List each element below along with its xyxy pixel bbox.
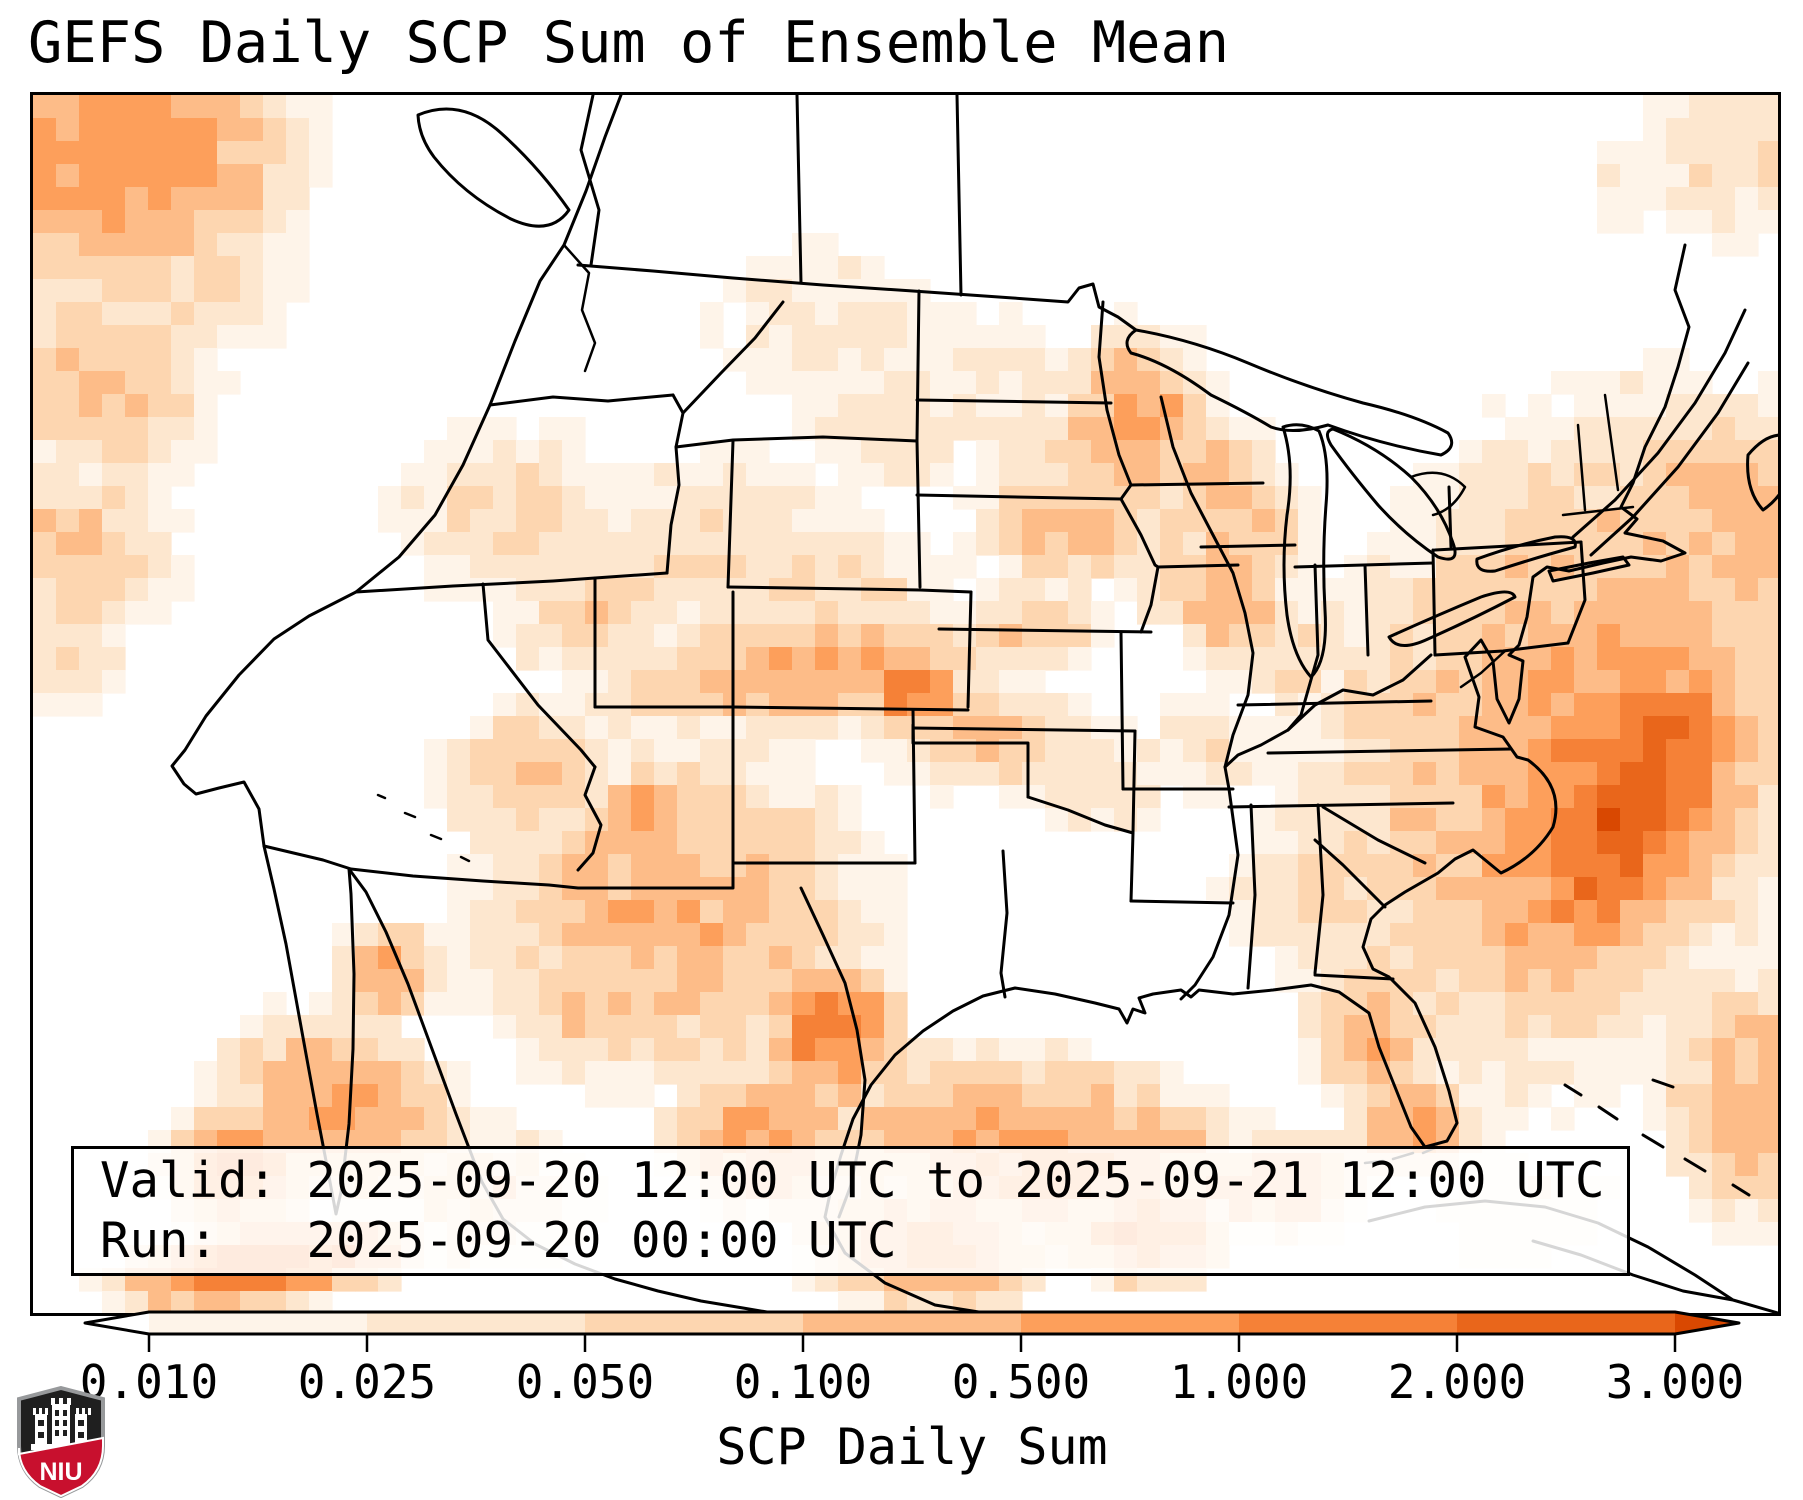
nova-scotia bbox=[1746, 433, 1778, 512]
ga-fl-border bbox=[1313, 973, 1395, 981]
bahamas bbox=[1563, 1078, 1751, 1197]
logo-niu-text: NIU bbox=[39, 1458, 82, 1486]
idaho-west-border bbox=[665, 393, 685, 575]
wyoming-west-border bbox=[726, 439, 735, 589]
ms-al-border bbox=[1246, 803, 1257, 990]
pa-south-border bbox=[1433, 641, 1570, 657]
georgian-bay bbox=[1409, 471, 1467, 517]
red-river bbox=[1026, 795, 1135, 835]
vancouver-island bbox=[416, 107, 571, 228]
atlantic-gulf-coast bbox=[823, 243, 1691, 1313]
tx-panhandle bbox=[911, 723, 1030, 799]
niu-logo: NIU bbox=[17, 1386, 105, 1498]
sk-mb-border bbox=[955, 95, 963, 297]
lake-huron bbox=[1326, 427, 1457, 561]
logo-castle-icon bbox=[31, 1398, 91, 1450]
run-time-text: Run: 2025-09-20 00:00 UTC bbox=[100, 1212, 897, 1269]
map-panel: Valid: 2025-09-20 12:00 UTC to 2025-09-2… bbox=[30, 92, 1781, 1316]
wyoming-south-border bbox=[726, 585, 973, 594]
missouri-river-ne bbox=[1119, 497, 1160, 634]
co-ks-border bbox=[966, 590, 973, 709]
colorbar-tick-label: 0.100 bbox=[734, 1355, 872, 1408]
ok-ar-border bbox=[1131, 729, 1137, 835]
colorbar-tick-label: 2.000 bbox=[1388, 1355, 1526, 1408]
us-mexico-border-west bbox=[262, 844, 917, 890]
colorbar-tick-label: 3.000 bbox=[1606, 1355, 1744, 1408]
sc-ga-border bbox=[1313, 838, 1387, 909]
wi-il-border bbox=[1199, 543, 1297, 549]
montana-nd-border bbox=[915, 289, 921, 443]
wyoming-east-border bbox=[915, 439, 922, 589]
pa-north-border bbox=[1433, 540, 1583, 552]
colorbar-tick-label: 0.500 bbox=[952, 1355, 1090, 1408]
il-in-border bbox=[1286, 563, 1320, 732]
colorbar-tick-label: 0.025 bbox=[298, 1355, 436, 1408]
colorbar: 0.010 0.025 0.050 0.100 0.500 1.000 2.000 3.000 bbox=[80, 1310, 1744, 1408]
tn-ms-al-ga-border bbox=[1227, 801, 1455, 809]
channel-islands bbox=[376, 793, 471, 863]
lake-michigan bbox=[1281, 423, 1329, 679]
colorbar-tick-label: 0.050 bbox=[516, 1355, 654, 1408]
ohio-river bbox=[1223, 653, 1433, 769]
valid-run-info-box: Valid: 2025-09-20 12:00 UTC to 2025-09-2… bbox=[71, 1146, 1630, 1276]
pa-east-border bbox=[1566, 540, 1587, 645]
parallel-42n bbox=[354, 571, 669, 594]
ia-mn-border bbox=[1129, 481, 1265, 487]
conus-map bbox=[33, 95, 1778, 1313]
wa-or-border bbox=[488, 393, 675, 407]
ar-tx-border bbox=[1129, 831, 1135, 903]
mo-ia-border bbox=[1156, 563, 1240, 569]
co-nm-border bbox=[731, 705, 970, 712]
in-oh-border bbox=[1363, 563, 1370, 657]
potomac bbox=[1459, 649, 1507, 689]
ks-ok-border bbox=[911, 726, 1137, 733]
colorbar-tick-label: 1.000 bbox=[1170, 1355, 1308, 1408]
colorbar-label: SCP Daily Sum bbox=[716, 1418, 1108, 1476]
va-nc-border bbox=[1266, 747, 1513, 755]
st-lawrence bbox=[1571, 308, 1750, 557]
puget-sound bbox=[562, 243, 597, 373]
valid-time-text: Valid: 2025-09-20 12:00 UTC to 2025-09-2… bbox=[100, 1152, 1605, 1209]
state-borders-layer bbox=[170, 95, 1778, 1313]
ab-sk-border bbox=[795, 95, 803, 285]
mi-oh-in-border bbox=[1293, 561, 1435, 569]
lake-erie bbox=[1387, 590, 1517, 647]
ar-la-border bbox=[1129, 899, 1235, 905]
idaho-montana-border bbox=[681, 300, 785, 415]
lake-superior bbox=[1125, 328, 1454, 457]
sd-ne-border bbox=[915, 493, 1123, 501]
ca-nv-diagonal bbox=[481, 582, 597, 769]
nd-sd-border bbox=[915, 398, 1113, 405]
ks-mo-border bbox=[1119, 630, 1125, 791]
nc-sc-border bbox=[1321, 805, 1427, 865]
oh-pa-border bbox=[1431, 548, 1437, 657]
logo-red-band bbox=[18, 1436, 104, 1498]
montana-south-border bbox=[674, 435, 919, 449]
mississippi-river bbox=[1159, 395, 1255, 1001]
page-title: GEFS Daily SCP Sum of Ensemble Mean bbox=[28, 10, 1230, 76]
al-ga-border bbox=[1313, 803, 1325, 975]
ky-tn-border bbox=[1236, 699, 1433, 707]
tx-la-border bbox=[999, 849, 1009, 999]
colorado-river-az-ca bbox=[576, 765, 603, 872]
long-island bbox=[1547, 555, 1631, 583]
ne-ks-border bbox=[937, 627, 1153, 634]
lake-ontario bbox=[1475, 535, 1577, 573]
mn-west-border bbox=[1097, 300, 1133, 501]
